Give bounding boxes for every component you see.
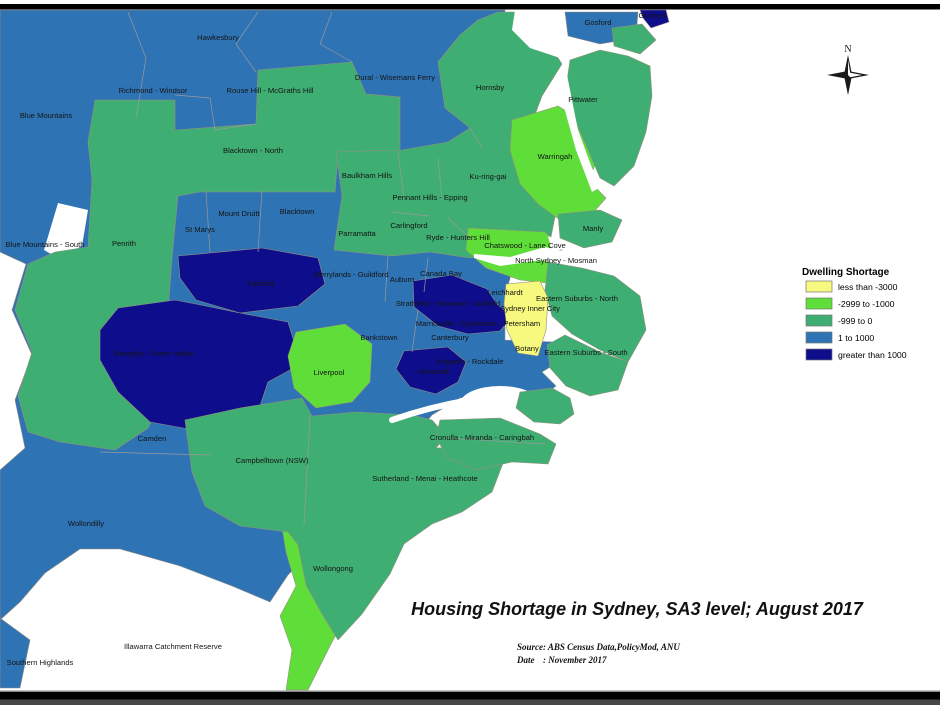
bottom-border-bar bbox=[0, 692, 940, 700]
date-label: Date bbox=[516, 655, 535, 665]
region-label-bringelly: Bringelly - Green Valley bbox=[114, 349, 193, 358]
region-label-hurstville: Hurstville bbox=[418, 367, 449, 376]
map-title: Housing Shortage in Sydney, SA3 level; A… bbox=[411, 599, 864, 619]
region-label-eastern-suburbs-north: Eastern Suburbs - North bbox=[536, 294, 618, 303]
region-label-sutherland: Sutherland - Menai - Heathcote bbox=[372, 474, 478, 483]
region-label-penrith: Penrith bbox=[112, 239, 136, 248]
region-label-blacktown: Blacktown bbox=[280, 207, 315, 216]
water-pittwater-lagoon bbox=[558, 70, 602, 192]
region-label-pittwater: Pittwater bbox=[568, 95, 598, 104]
legend-swatch-1-1000 bbox=[805, 331, 833, 344]
region-label-canada-bay: Canada Bay bbox=[420, 269, 462, 278]
region-label-ryde-hunters-hill: Ryde - Hunters Hill bbox=[426, 233, 490, 242]
region-label-north-sydney-mosman: North Sydney - Mosman bbox=[515, 256, 597, 265]
region-label-pennant-hills-epping: Pennant Hills - Epping bbox=[392, 193, 467, 202]
legend-label-1-1000: 1 to 1000 bbox=[838, 333, 874, 343]
legend-label-gt-1000: greater than 1000 bbox=[838, 350, 907, 360]
region-label-illawarra-catchment: Illawarra Catchment Reserve bbox=[124, 642, 222, 651]
region-label-carlingford: Carlingford bbox=[390, 221, 427, 230]
region-label-botany: Botany bbox=[515, 344, 539, 353]
bottom-divider bbox=[0, 690, 940, 692]
legend-swatch-minus999-0 bbox=[805, 314, 833, 327]
legend-swatch-minus2999-1000 bbox=[805, 297, 833, 310]
region-label-ku-ring-gai: Ku-ring-gai bbox=[469, 172, 506, 181]
region-label-gosford: Gosford bbox=[584, 18, 611, 27]
region-label-manly: Manly bbox=[583, 224, 603, 233]
region-label-gosford-east: Gosford bbox=[638, 11, 665, 20]
region-shape-gosford-green bbox=[611, 23, 657, 55]
date-value: : November 2017 bbox=[543, 655, 607, 665]
region-label-bankstown: Bankstown bbox=[360, 333, 397, 342]
water-georges-river bbox=[389, 397, 473, 423]
region-label-dural: Dural - Wisemans Ferry bbox=[355, 73, 435, 82]
source-line: Source: ABS Census Data,PolicyMod, ANU bbox=[517, 642, 680, 652]
region-label-wollongong: Wollongong bbox=[313, 564, 353, 573]
legend-label-lt-minus3000: less than -3000 bbox=[838, 282, 898, 292]
internal-boundaries bbox=[99, 11, 546, 527]
region-shape-manly bbox=[557, 209, 623, 249]
region-label-kogarah-rockdale: Kogarah - Rockdale bbox=[436, 357, 503, 366]
region-shape-central-green bbox=[333, 11, 563, 259]
region-label-camden: Camden bbox=[138, 434, 167, 443]
region-label-parramatta: Parramatta bbox=[338, 229, 376, 238]
region-labels: Hawkesbury Gosford Gosford Richmond - Wi… bbox=[6, 11, 666, 667]
north-arrow-label: N bbox=[844, 44, 851, 55]
top-border-bar bbox=[0, 4, 940, 10]
region-label-canterbury: Canterbury bbox=[431, 333, 469, 342]
region-label-baulkham-hills: Baulkham Hills bbox=[342, 171, 392, 180]
region-shape-gosford-east bbox=[639, 9, 670, 29]
legend-label-minus2999-1000: -2999 to -1000 bbox=[838, 299, 895, 309]
region-label-chatswood-lane-cove: Chatswood - Lane Cove bbox=[484, 241, 565, 250]
region-label-hornsby: Hornsby bbox=[476, 83, 504, 92]
region-label-richmond-windsor: Richmond - Windsor bbox=[119, 86, 188, 95]
region-label-rouse-hill: Rouse Hill - McGraths Hill bbox=[227, 86, 314, 95]
region-label-blue-mountains-south: Blue Mountains - South bbox=[6, 240, 85, 249]
water-sydney-harbour bbox=[474, 247, 650, 268]
region-label-mount-druitt: Mount Druitt bbox=[218, 209, 260, 218]
region-label-warringah: Warringah bbox=[538, 152, 573, 161]
region-shape-sydney-inner-city bbox=[503, 280, 549, 357]
region-label-marrickville: Marrickville - Sydenham - Petersham bbox=[416, 319, 541, 328]
region-label-eastern-suburbs-south: Eastern Suburbs - South bbox=[544, 348, 627, 357]
water-middle-harbour bbox=[548, 236, 574, 252]
region-label-liverpool: Liverpool bbox=[314, 368, 345, 377]
region-label-sydney-inner-city: Sydney Inner City bbox=[500, 304, 560, 313]
region-label-fairfield: Fairfield bbox=[247, 279, 274, 288]
region-label-hawkesbury: Hawkesbury bbox=[197, 33, 239, 42]
region-shape-strathfield-marrickville bbox=[412, 274, 513, 335]
region-label-leichhardt: Leichhardt bbox=[487, 288, 523, 297]
legend-swatch-gt-1000 bbox=[805, 348, 833, 361]
north-arrow: N bbox=[827, 44, 869, 95]
region-label-blue-mountains: Blue Mountains bbox=[20, 111, 73, 120]
region-label-blacktown-north: Blacktown - North bbox=[223, 146, 283, 155]
water-notch bbox=[44, 203, 88, 258]
region-shape-fairfield bbox=[177, 247, 326, 314]
region-label-campbelltown: Campbelltown (NSW) bbox=[235, 456, 308, 465]
region-shape-southern-highlands bbox=[0, 617, 31, 689]
compass-rose-highlight bbox=[848, 60, 862, 78]
region-shape-liverpool bbox=[287, 323, 373, 409]
legend-swatch-lt-minus3000 bbox=[805, 280, 833, 293]
region-shape-hurstville bbox=[395, 346, 467, 395]
legend: Dwelling Shortage less than -3000 -2999 … bbox=[802, 267, 907, 361]
region-label-southern-highlands: Southern Highlands bbox=[7, 658, 74, 667]
region-label-cronulla: Cronulla - Miranda - Caringbah bbox=[430, 433, 534, 442]
region-label-merrylands-guildford: Merrylands - Guildford bbox=[313, 270, 388, 279]
region-label-wollondilly: Wollondilly bbox=[68, 519, 104, 528]
region-shape-kurnell bbox=[515, 387, 575, 425]
region-shape-cronulla bbox=[435, 417, 557, 471]
region-shape-bringelly-green-valley bbox=[99, 299, 297, 433]
legend-title: Dwelling Shortage bbox=[802, 267, 890, 278]
legend-label-minus999-0: -999 to 0 bbox=[838, 316, 872, 326]
region-label-strathfield: Strathfield - Burwood - Ashfield bbox=[396, 299, 500, 308]
region-label-auburn: Auburn bbox=[390, 275, 415, 284]
region-shape-eastern-suburbs-south bbox=[546, 334, 629, 397]
region-shape-south-green bbox=[184, 397, 506, 641]
region-label-st-marys: St Marys bbox=[185, 225, 215, 234]
bottom-shadow-bar bbox=[0, 699, 940, 705]
